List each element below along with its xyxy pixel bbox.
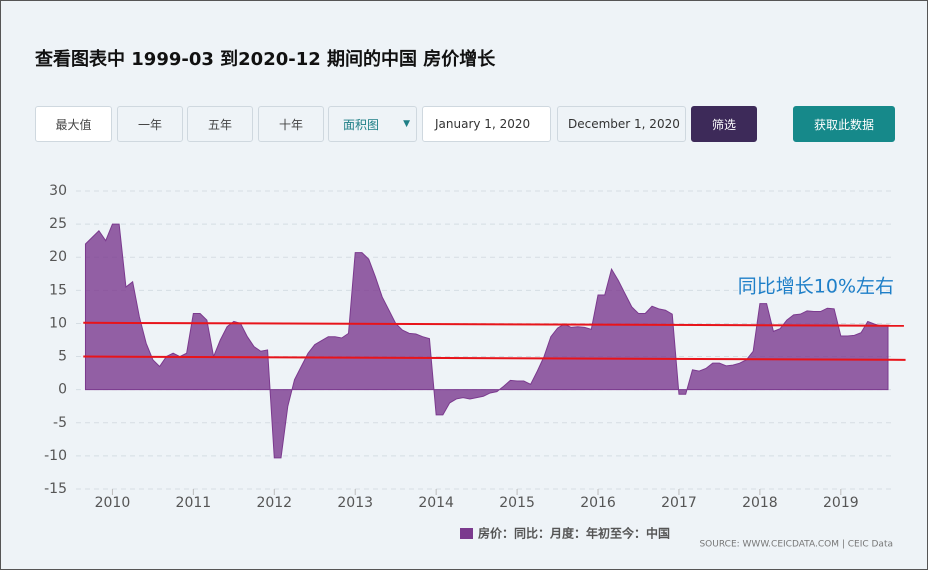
y-tick-label: -10 xyxy=(44,448,67,464)
x-tick-label: 2013 xyxy=(337,495,373,511)
chart-type-select[interactable]: 面积图 ▼ xyxy=(328,106,417,142)
x-tick-label: 2010 xyxy=(95,495,131,511)
source: SOURCE: WWW.CEICDATA.COM | CEIC Data xyxy=(699,540,893,550)
range-button[interactable]: 五年 xyxy=(187,106,253,142)
range-button[interactable]: 最大值 xyxy=(35,106,112,142)
filter-button[interactable]: 筛选 xyxy=(691,106,757,142)
page-title: 查看图表中 1999-03 到2020-12 期间的中国 房价增长 xyxy=(35,49,496,70)
range-button[interactable]: 十年 xyxy=(258,106,324,142)
y-tick-label: 30 xyxy=(49,183,67,199)
legend-label: 房价：同比：月度：年初至今：中国 xyxy=(478,526,670,541)
x-tick-label: 2011 xyxy=(176,495,212,511)
x-tick-label: 2015 xyxy=(499,495,535,511)
start-date-input[interactable]: January 1, 2020 xyxy=(422,106,551,142)
x-tick-label: 2017 xyxy=(661,495,697,511)
get-data-button[interactable]: 获取此数据 xyxy=(793,106,895,142)
y-tick-label: -15 xyxy=(44,481,67,497)
x-tick-label: 2014 xyxy=(418,495,454,511)
x-tick-label: 2012 xyxy=(256,495,292,511)
x-tick-label: 2019 xyxy=(823,495,859,511)
x-tick-label: 2018 xyxy=(742,495,778,511)
y-tick-label: 10 xyxy=(49,315,67,331)
y-tick-label: -5 xyxy=(53,415,67,431)
end-date-input[interactable]: December 1, 2020 xyxy=(557,106,686,142)
select-text: 面积图 xyxy=(343,117,380,132)
area xyxy=(84,223,889,459)
dropdown-arrow: ▼ xyxy=(403,119,410,129)
annotation-line xyxy=(83,355,906,361)
y-tick-label: 5 xyxy=(58,349,67,365)
annotation: 同比增长10%左右 xyxy=(738,276,894,298)
y-tick-label: 15 xyxy=(49,282,67,298)
y-tick-label: 0 xyxy=(58,382,67,398)
annotation-line xyxy=(83,321,904,327)
y-tick-label: 20 xyxy=(49,249,67,265)
y-tick-label: 25 xyxy=(49,216,67,232)
legend-swatch xyxy=(460,528,473,539)
range-button[interactable]: 一年 xyxy=(117,106,183,142)
x-tick-label: 2016 xyxy=(580,495,616,511)
